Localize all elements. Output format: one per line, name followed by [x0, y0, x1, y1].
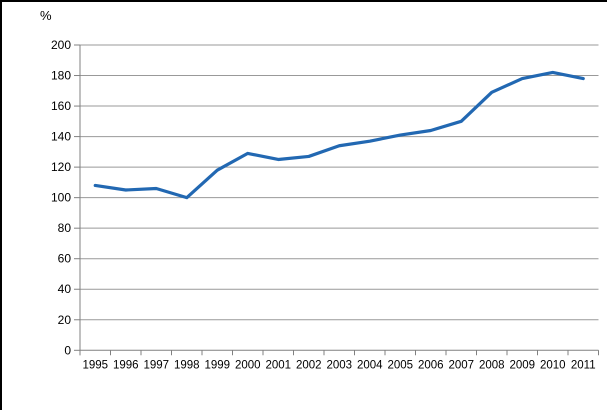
y-tick-label-100: 100 — [51, 191, 71, 205]
x-tick-label-2004: 2004 — [357, 359, 383, 371]
x-tick-label-1995: 1995 — [82, 359, 108, 371]
y-tick-label-80: 80 — [58, 221, 72, 235]
y-tick-label-140: 140 — [51, 130, 71, 144]
x-tick-label-2002: 2002 — [296, 359, 322, 371]
x-tick-label-2006: 2006 — [418, 359, 444, 371]
x-tick-label-2007: 2007 — [448, 359, 474, 371]
y-tick-label-0: 0 — [64, 343, 71, 357]
x-tick-label-1996: 1996 — [113, 359, 139, 371]
y-tick-label-40: 40 — [58, 282, 72, 296]
series-line-index — [93, 70, 585, 200]
x-tick-label-2000: 2000 — [235, 359, 261, 371]
y-tick-label-60: 60 — [58, 252, 72, 266]
y-axis-unit-label: % — [40, 8, 52, 23]
x-tick-label-1999: 1999 — [204, 359, 230, 371]
y-tick-label-160: 160 — [51, 99, 71, 113]
figure-left-border — [0, 0, 2, 410]
x-tick-label-2009: 2009 — [509, 359, 535, 371]
x-tick-label-2008: 2008 — [479, 359, 505, 371]
y-tick-label-120: 120 — [51, 160, 71, 174]
x-tick-label-2010: 2010 — [540, 359, 566, 371]
y-tick-label-20: 20 — [58, 313, 72, 327]
y-tick-label-200: 200 — [51, 38, 71, 52]
x-tick-label-2011: 2011 — [571, 359, 596, 371]
x-tick-label-1998: 1998 — [174, 359, 200, 371]
x-tick-label-1997: 1997 — [143, 359, 169, 371]
y-tick-label-180: 180 — [51, 69, 71, 83]
x-tick-label-2001: 2001 — [265, 359, 291, 371]
x-tick-label-2005: 2005 — [387, 359, 413, 371]
x-tick-label-2003: 2003 — [326, 359, 352, 371]
figure-top-border — [0, 0, 607, 2]
